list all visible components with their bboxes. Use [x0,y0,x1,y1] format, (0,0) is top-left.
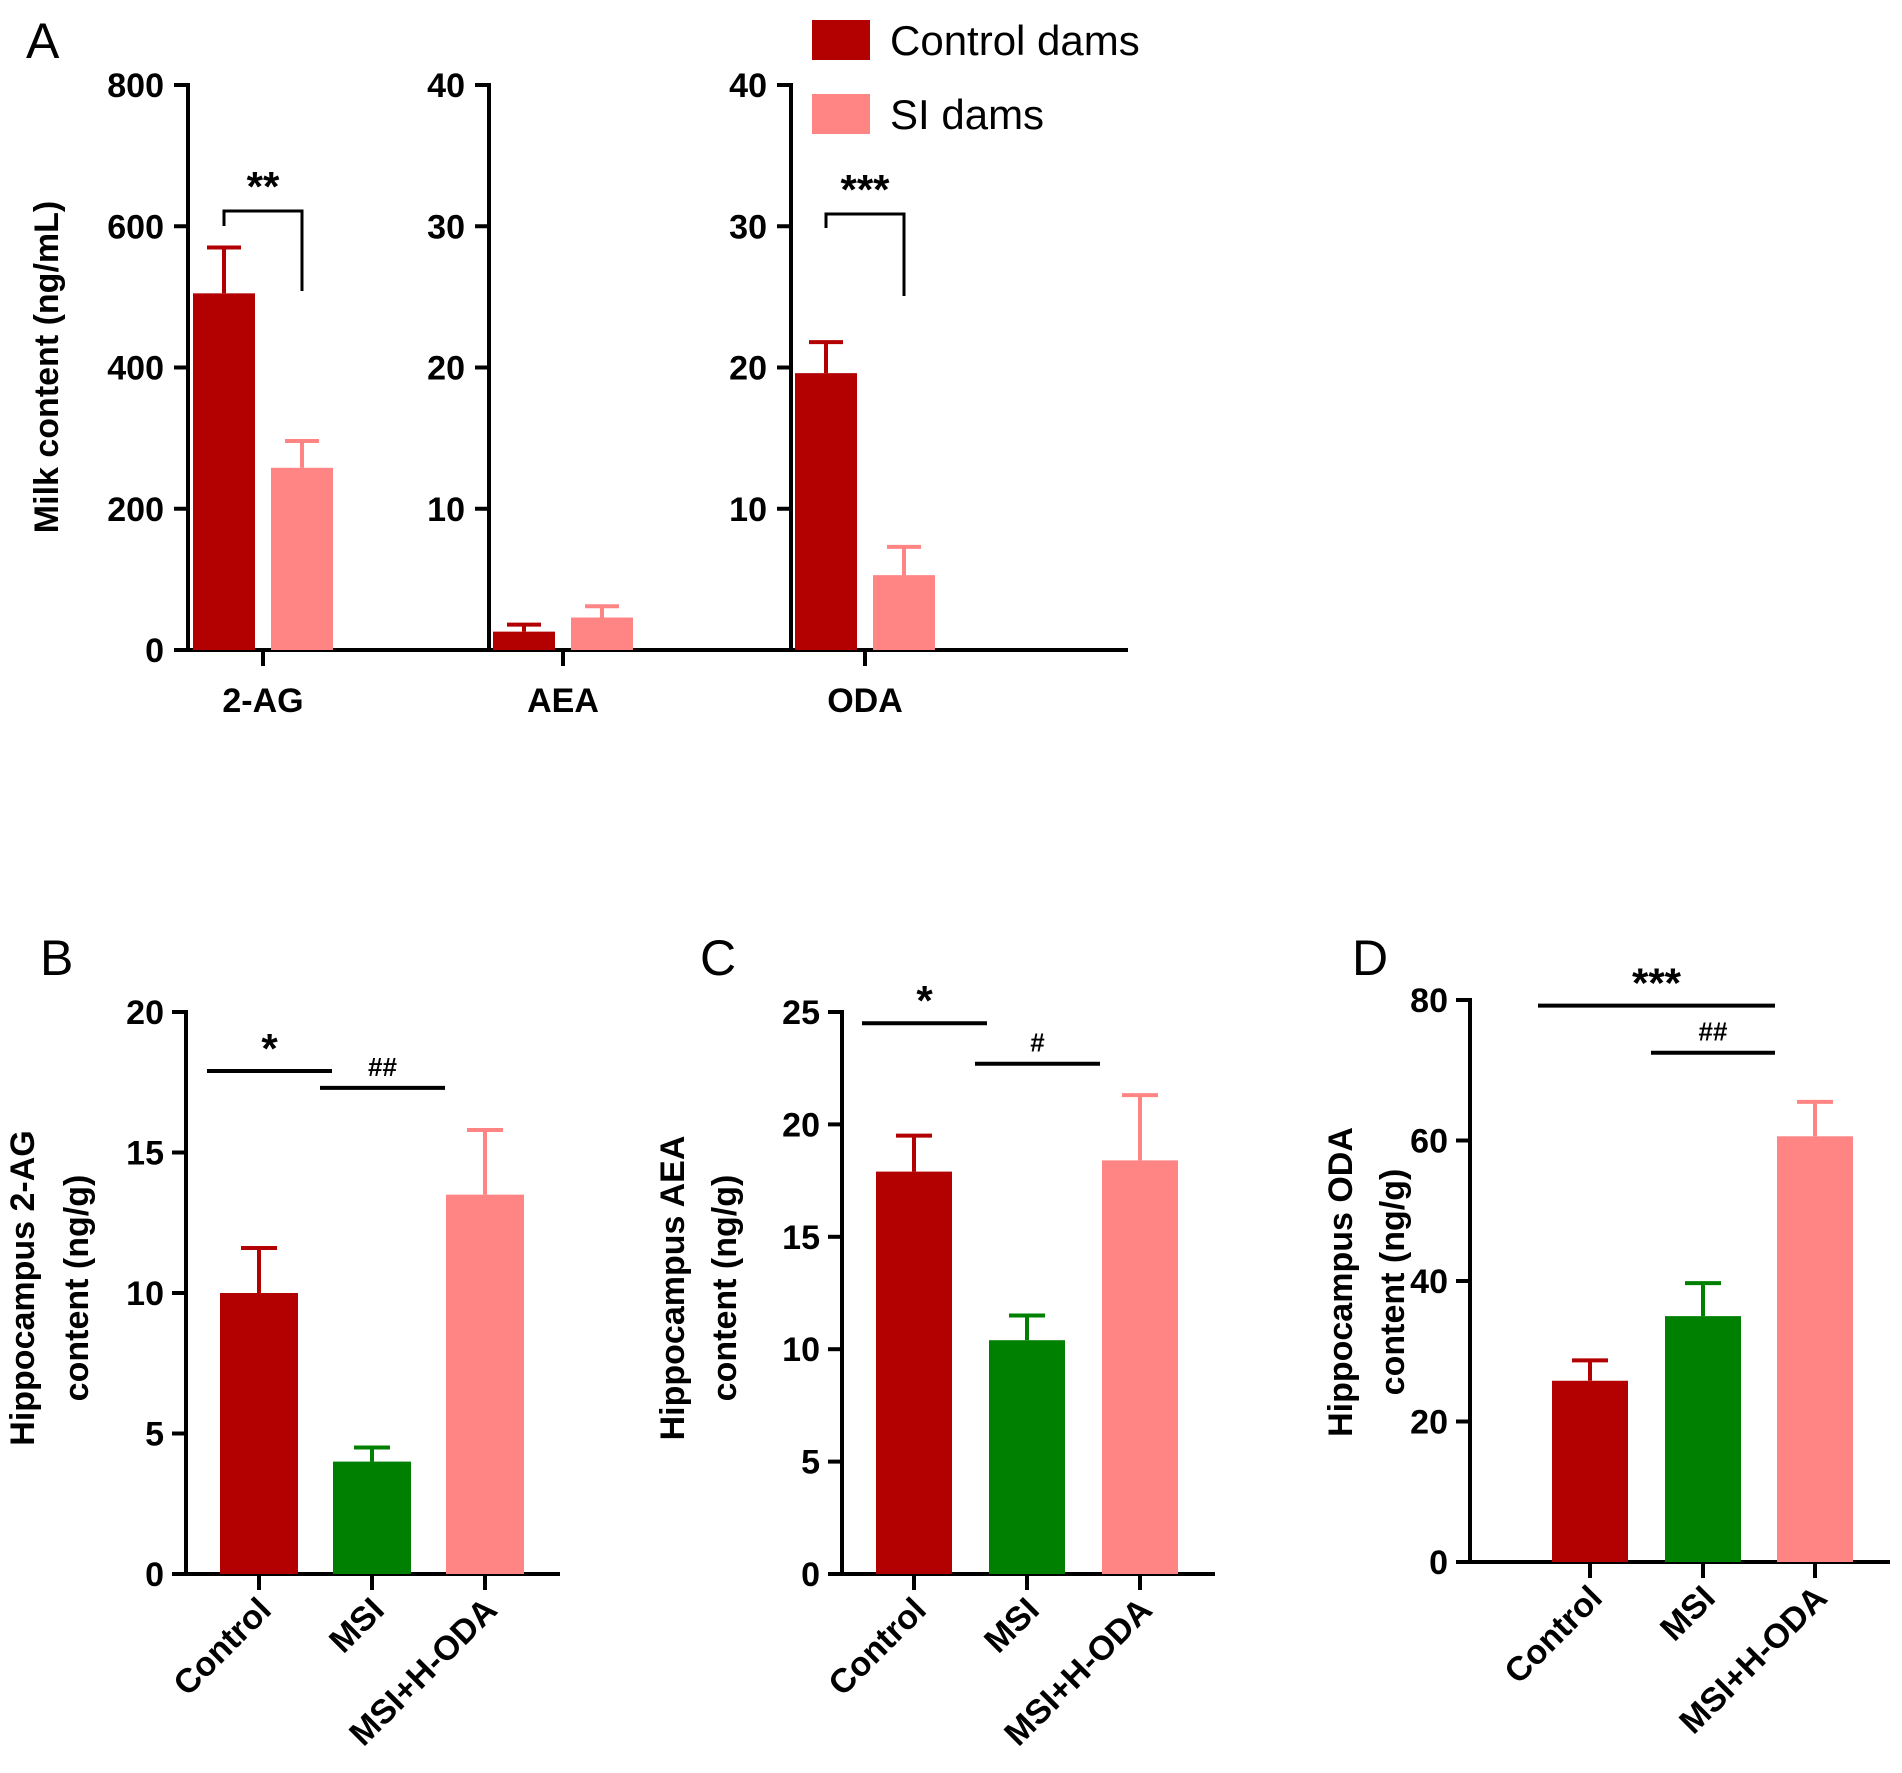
y-tick-label-oda: 30 [729,208,767,246]
y-tick-label-2-ag: 0 [145,632,164,670]
x-category-label-2-ag: 2-AG [222,682,303,720]
panel-letter-b: B [40,930,73,986]
y-axis-title-c-line0: Hippocampus AEA [654,1136,692,1441]
bar-d-msi-h-oda [1777,1136,1853,1562]
y-tick-label-2-ag: 400 [107,350,164,388]
y-tick-label-c: 0 [801,1556,820,1594]
significance-label-b-1: ## [368,1052,397,1082]
significance-label-c-0: * [916,977,933,1024]
x-category-label-oda: ODA [827,682,903,720]
bar-d-msi [1665,1316,1741,1562]
y-tick-label-d: 20 [1410,1404,1448,1442]
y-tick-label-oda: 20 [729,350,767,388]
bar-oda-control [795,373,857,650]
y-tick-label-d: 0 [1429,1544,1448,1582]
y-tick-label-b: 0 [145,1556,164,1594]
panel-a: A 0 200 400 600 800 2-AG ** 10 20 30 40 AEA 10 20 30 40 O… [26,13,1140,720]
bar-2-ag-control [193,293,255,650]
y-tick-label-b: 15 [126,1135,164,1173]
significance-bracket-2-ag [222,209,304,291]
y-tick-label-d: 60 [1410,1123,1448,1161]
y-axis-title-b-line1: content (ng/g) [58,1175,96,1402]
significance-label-2-ag: ** [247,163,280,210]
y-tick-label-c: 10 [782,1331,820,1369]
y-tick-label-d: 80 [1410,982,1448,1020]
y-tick-label-oda: 40 [729,67,767,105]
bar-c-control [876,1171,952,1574]
panel-letter-d: D [1352,930,1388,986]
legend-swatch-control-dams [812,20,870,60]
bar-oda-si [873,575,935,650]
legend-label-control-dams: Control dams [890,17,1140,64]
significance-label-d-1: ## [1699,1017,1728,1047]
significance-label-c-1: # [1030,1028,1045,1058]
y-tick-label-d: 40 [1410,1263,1448,1301]
y-axis-title-d-line0: Hippocampus ODA [1322,1127,1360,1437]
y-tick-label-aea: 10 [427,491,465,529]
panel-letter-c: C [700,930,736,986]
y-tick-label-b: 10 [126,1275,164,1313]
bar-2-ag-si [271,467,333,650]
y-axis-title-c-line1: content (ng/g) [706,1175,744,1402]
legend-swatch-si-dams [812,94,870,134]
y-tick-label-2-ag: 600 [107,208,164,246]
y-tick-label-aea: 40 [427,67,465,105]
bar-c-msi-h-oda [1102,1160,1178,1574]
bar-b-control [220,1293,298,1574]
y-tick-label-2-ag: 200 [107,491,164,529]
bar-d-control [1552,1380,1628,1562]
y-tick-label-2-ag: 800 [107,67,164,105]
y-axis-title: Milk content (ng/mL) [28,201,66,533]
panel-letter-a: A [26,13,60,69]
y-axis-title-b-line0: Hippocampus 2-AG [4,1130,42,1445]
bar-aea-control [493,631,555,650]
y-tick-label-oda: 10 [729,491,767,529]
bar-aea-si [571,617,633,650]
significance-bracket-oda [824,212,906,296]
y-axis-title-d-line1: content (ng/g) [1374,1169,1412,1396]
y-tick-label-c: 25 [782,994,820,1032]
y-tick-label-aea: 20 [427,350,465,388]
bar-b-msi [333,1461,411,1574]
y-tick-label-b: 5 [145,1416,164,1454]
significance-label-oda: *** [840,166,890,213]
x-category-label-aea: AEA [527,682,599,720]
y-tick-label-c: 20 [782,1106,820,1144]
significance-label-b-0: * [261,1025,278,1072]
bar-c-msi [989,1340,1065,1574]
legend-label-si-dams: SI dams [890,91,1044,138]
y-tick-label-aea: 30 [427,208,465,246]
y-tick-label-b: 20 [126,994,164,1032]
significance-label-d-0: *** [1632,960,1682,1007]
y-tick-label-c: 5 [801,1444,820,1482]
y-tick-label-c: 15 [782,1219,820,1257]
bar-b-msi-h-oda [446,1194,524,1574]
